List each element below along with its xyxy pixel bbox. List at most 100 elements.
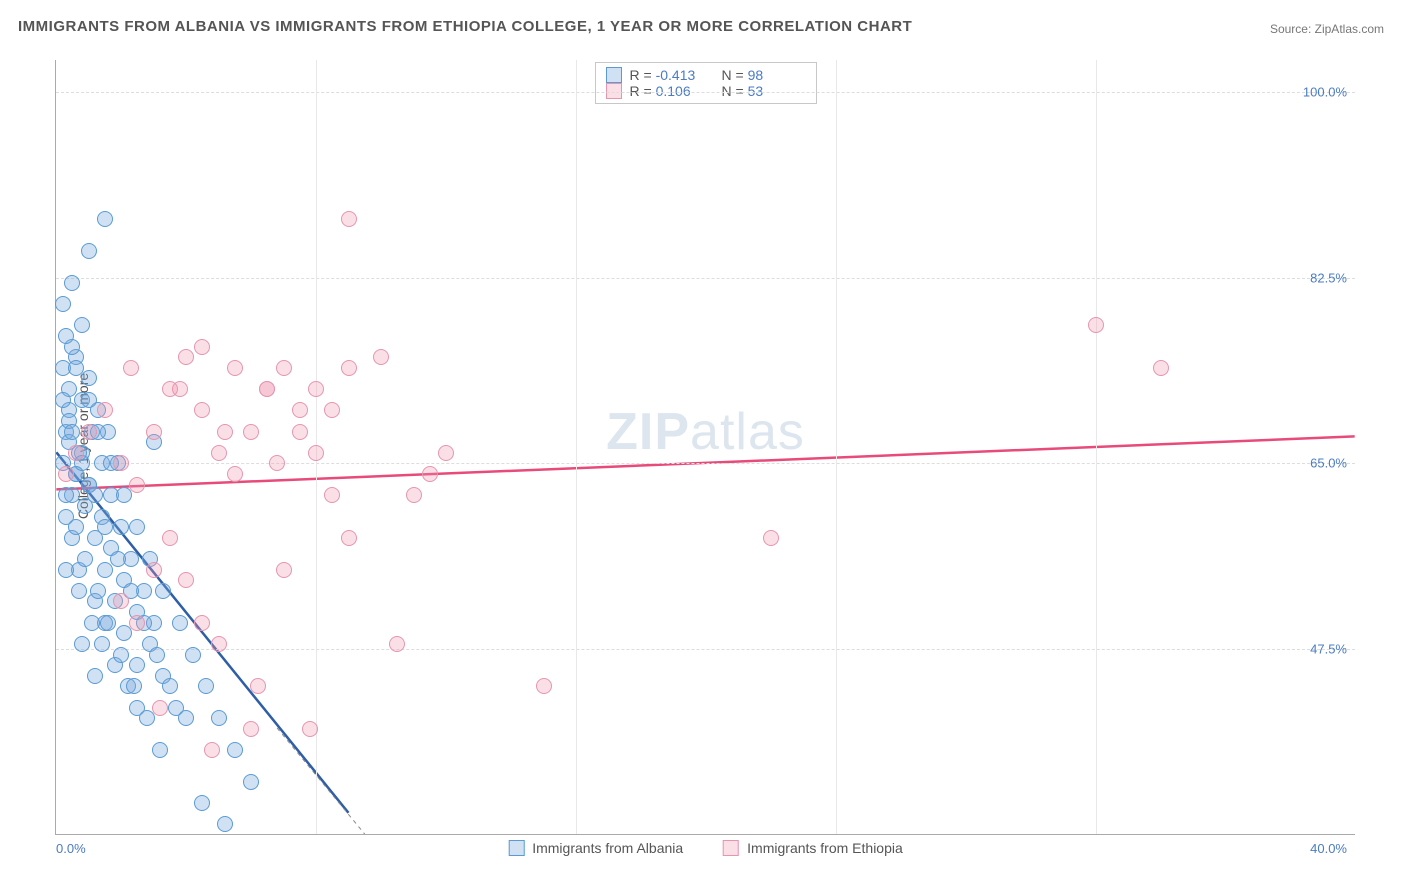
scatter-point [64,275,80,291]
scatter-point [194,615,210,631]
scatter-point [74,636,90,652]
scatter-point [55,296,71,312]
scatter-point [64,424,80,440]
scatter-point [211,636,227,652]
watermark: ZIPatlas [606,402,805,462]
scatter-point [217,816,233,832]
gridline-horizontal [56,649,1355,650]
scatter-point [308,445,324,461]
scatter-point [259,381,275,397]
scatter-point [227,360,243,376]
scatter-point [227,466,243,482]
scatter-point [324,487,340,503]
n-label: N = 98 [722,67,806,83]
trend-line-extension [277,728,365,834]
scatter-point [68,519,84,535]
scatter-point [58,487,74,503]
legend-swatch [508,840,524,856]
scatter-point [74,317,90,333]
legend-swatch [606,67,622,83]
scatter-point [87,668,103,684]
scatter-point [324,402,340,418]
scatter-point [146,424,162,440]
scatter-point [110,551,126,567]
scatter-point [146,562,162,578]
scatter-point [152,742,168,758]
scatter-point [763,530,779,546]
scatter-point [373,349,389,365]
scatter-point [194,402,210,418]
scatter-point [116,487,132,503]
scatter-point [292,402,308,418]
scatter-point [243,774,259,790]
gridline-horizontal [56,92,1355,93]
legend-series-name: Immigrants from Albania [532,840,683,856]
scatter-point [84,615,100,631]
scatter-point [178,710,194,726]
scatter-point [276,360,292,376]
scatter-point [178,572,194,588]
scatter-point [129,615,145,631]
trend-lines-layer [56,60,1355,834]
scatter-plot-area: ZIPatlas R = -0.413N = 98R = 0.106N = 53… [55,60,1355,835]
scatter-point [55,392,71,408]
scatter-point [152,700,168,716]
gridline-horizontal [56,463,1355,464]
y-tick-label: 47.5% [1310,642,1347,657]
scatter-point [185,647,201,663]
trend-line [56,452,348,812]
scatter-point [58,328,74,344]
scatter-point [81,392,97,408]
source-link[interactable]: ZipAtlas.com [1315,22,1384,36]
scatter-point [172,615,188,631]
scatter-point [97,519,113,535]
scatter-point [227,742,243,758]
scatter-point [81,243,97,259]
scatter-point [71,583,87,599]
legend-stat-row: R = -0.413N = 98 [606,67,806,83]
series-legend: Immigrants from Albania Immigrants from E… [508,840,903,856]
x-axis-max-label: 40.0% [1310,841,1347,856]
scatter-point [113,455,129,471]
legend-series-name: Immigrants from Ethiopia [747,840,903,856]
scatter-point [211,445,227,461]
gridline-vertical [1096,60,1097,834]
scatter-point [90,583,106,599]
scatter-point [243,424,259,440]
scatter-point [58,466,74,482]
scatter-point [116,625,132,641]
scatter-point [178,349,194,365]
scatter-point [341,530,357,546]
scatter-point [341,360,357,376]
scatter-point [162,678,178,694]
scatter-point [198,678,214,694]
scatter-point [302,721,318,737]
scatter-point [269,455,285,471]
scatter-point [194,339,210,355]
scatter-point [97,211,113,227]
scatter-point [87,487,103,503]
x-axis-min-label: 0.0% [56,841,86,856]
scatter-point [68,360,84,376]
scatter-point [126,678,142,694]
legend-item: Immigrants from Ethiopia [723,840,903,856]
scatter-point [129,477,145,493]
correlation-legend-box: R = -0.413N = 98R = 0.106N = 53 [595,62,817,104]
scatter-point [292,424,308,440]
scatter-point [68,445,84,461]
scatter-point [58,562,74,578]
scatter-point [536,678,552,694]
scatter-point [1088,317,1104,333]
scatter-point [243,721,259,737]
scatter-point [123,360,139,376]
scatter-point [97,402,113,418]
scatter-point [155,583,171,599]
scatter-point [406,487,422,503]
scatter-point [217,424,233,440]
scatter-point [341,211,357,227]
gridline-horizontal [56,278,1355,279]
scatter-point [438,445,454,461]
y-tick-label: 82.5% [1310,270,1347,285]
scatter-point [1153,360,1169,376]
scatter-point [211,710,227,726]
